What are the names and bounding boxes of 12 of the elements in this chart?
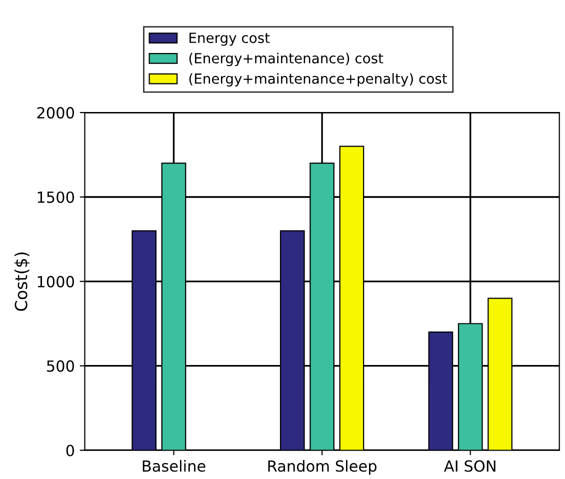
y-tick-label: 1000	[38, 276, 74, 288]
y-tick-label: 500	[47, 360, 74, 372]
x-tick-label: AI SON	[444, 460, 496, 472]
legend-label: (Energy+maintenance) cost	[189, 52, 384, 66]
y-tick-label: 2000	[37, 107, 74, 119]
x-tick-label: Random Sleep	[268, 460, 376, 475]
y-tick-label: 1500	[38, 191, 74, 204]
legend-label: (Energy+maintenance+penalty) cost	[189, 73, 448, 87]
y-axis-title: Cost($)	[14, 252, 30, 311]
x-tick-label: Baseline	[142, 460, 206, 472]
y-tick-label: 0	[66, 444, 74, 456]
legend-label: Energy cost	[190, 32, 270, 46]
